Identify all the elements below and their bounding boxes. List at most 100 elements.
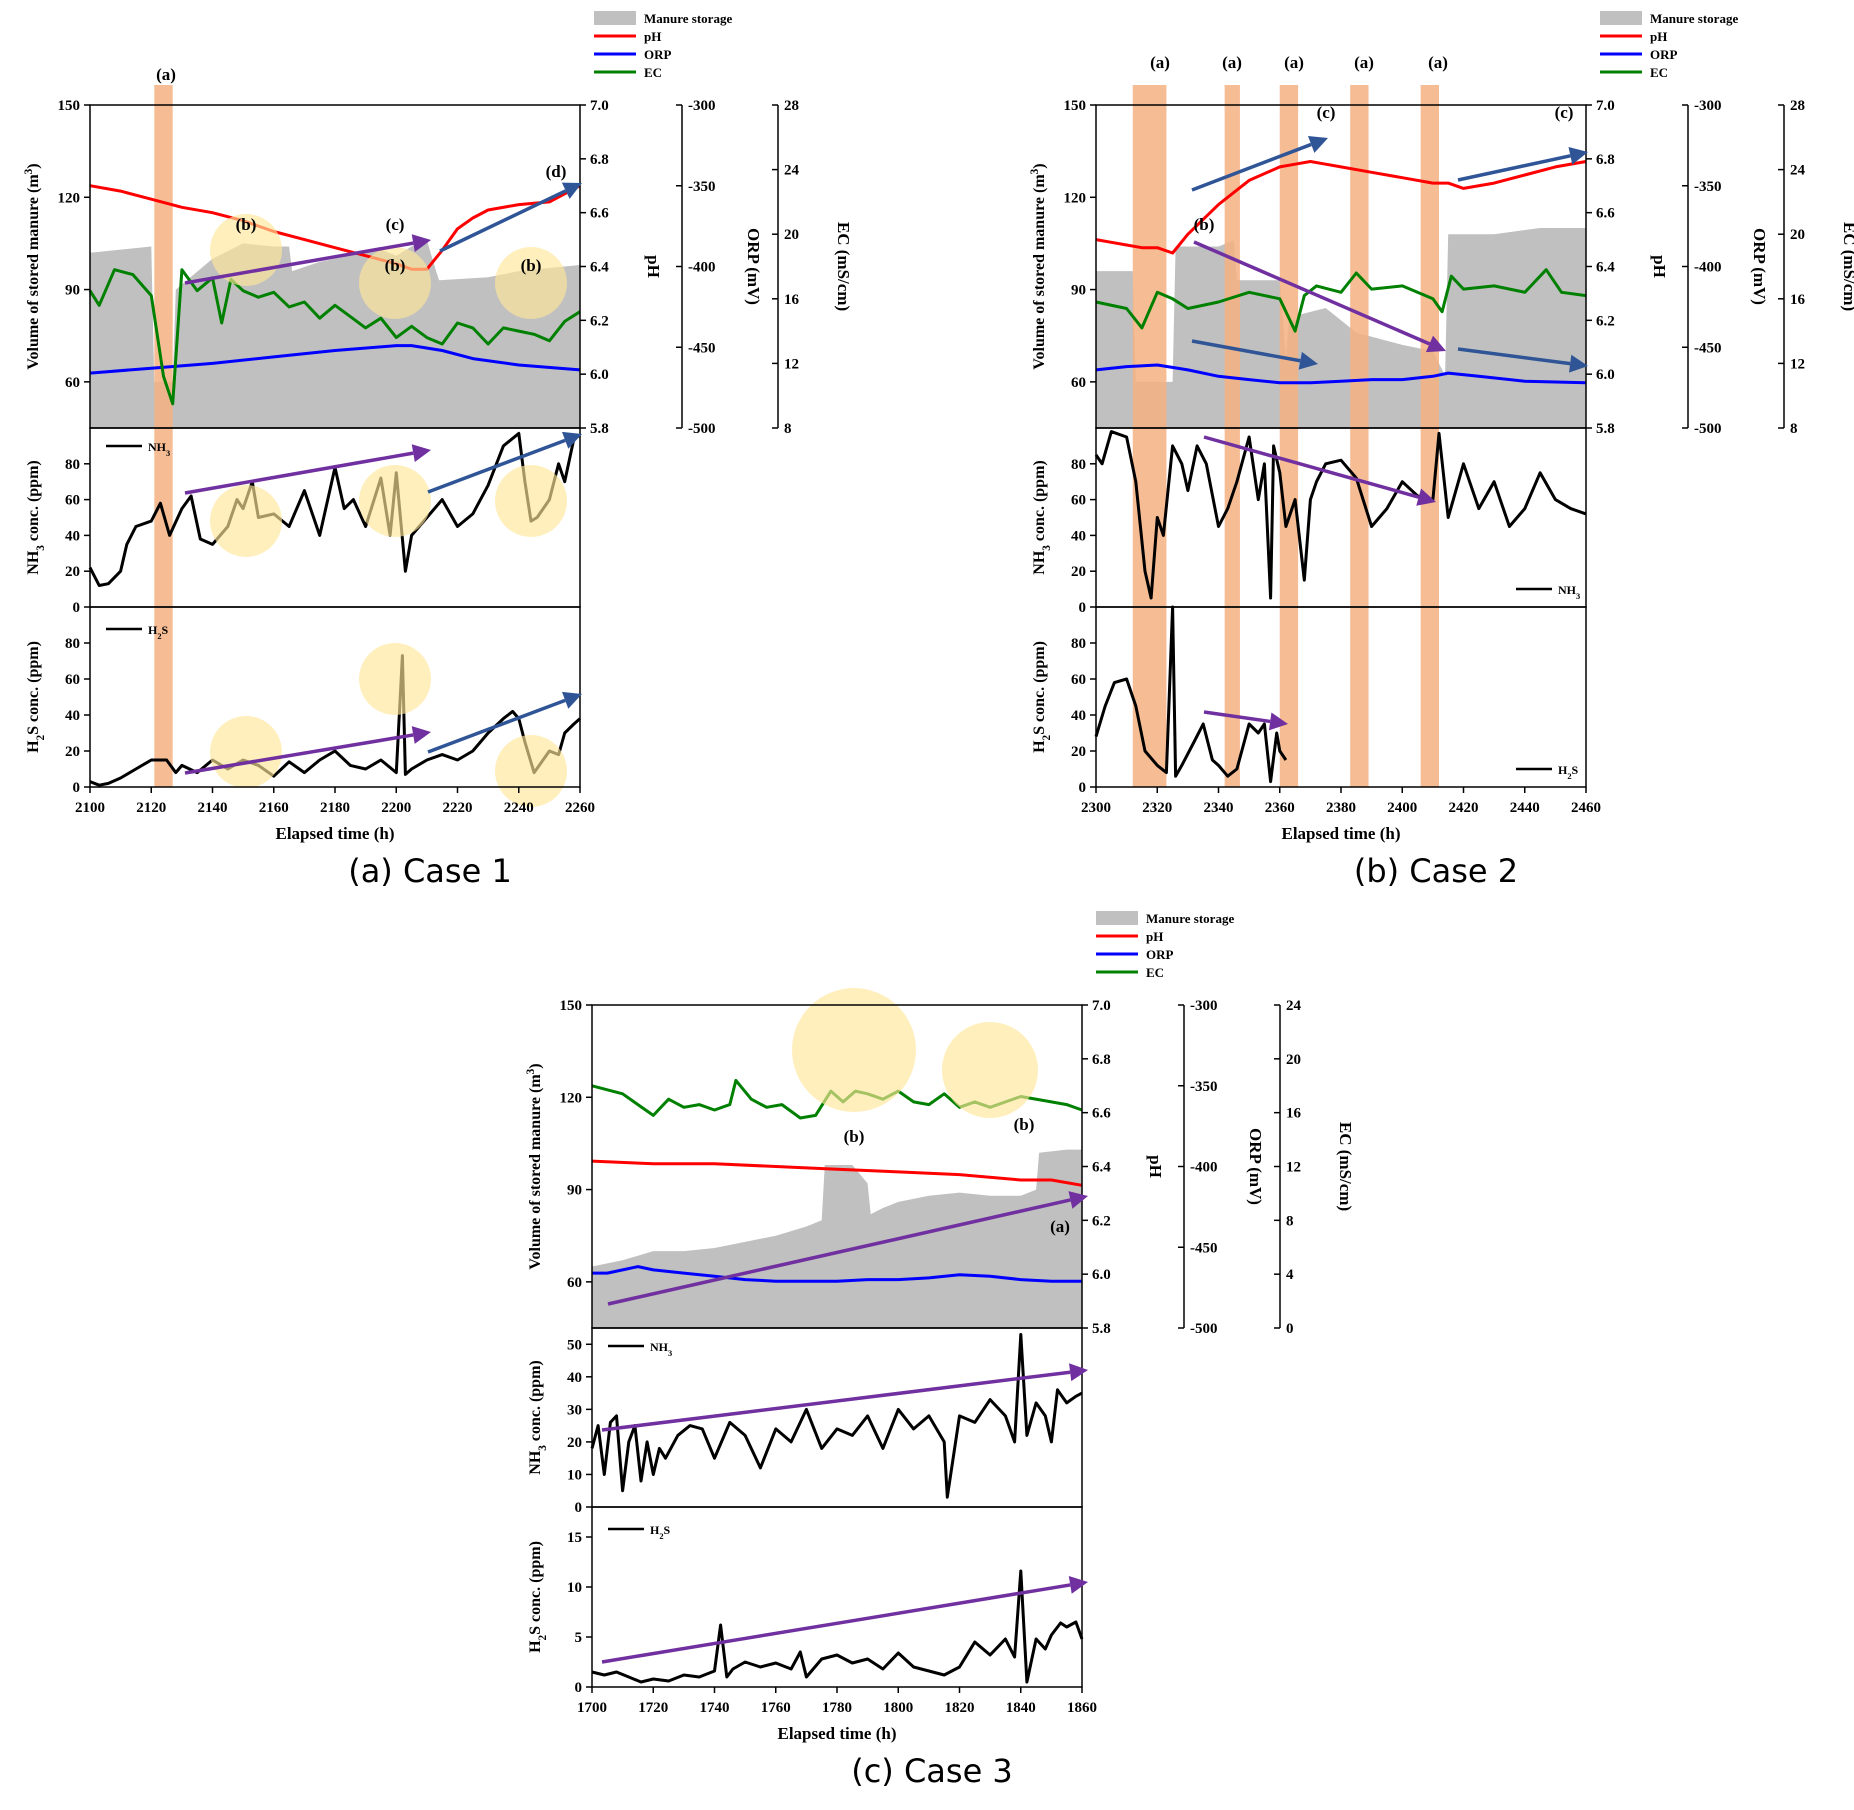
legend-label: ORP: [1650, 47, 1678, 62]
x-tick-label: 1760: [761, 1700, 791, 1716]
volume-tick-label: 120: [58, 190, 81, 206]
x-tick-label: 1740: [700, 1700, 730, 1716]
trend-arrow: [1457, 154, 1571, 182]
figure-caption: (c) Case 3: [851, 1752, 1013, 1790]
nh3-tick-label: 0: [1079, 600, 1087, 616]
nh3-legend-label: NH3: [1558, 583, 1580, 601]
h2s-axis-label: H2S conc. (ppm): [25, 641, 47, 753]
orp-tick-label: -500: [1694, 421, 1722, 437]
highlight-band-a: [154, 85, 173, 787]
nh3-legend-label: NH3: [148, 440, 170, 458]
x-tick-label: 1800: [883, 1700, 913, 1716]
annotation-label: (b): [236, 215, 257, 234]
nh3-series-line: [1094, 430, 1587, 600]
nh3-axis-label: NH3 conc. (ppm): [527, 1360, 549, 1474]
ph-tick-label: 6.8: [1092, 1052, 1111, 1068]
nh3-axis-label: NH3 conc. (ppm): [25, 460, 47, 574]
annotation-label: (d): [546, 162, 567, 181]
h2s-tick-label: 20: [1071, 744, 1086, 760]
ph-tick-label: 6.2: [1092, 1213, 1111, 1229]
trend-arrow-head: [561, 182, 582, 199]
trend-arrow: [1203, 710, 1271, 724]
trend-arrow-head: [411, 726, 431, 744]
legend-label: EC: [1146, 965, 1164, 980]
annotation-label: (c): [1317, 103, 1336, 122]
orp-tick-label: -450: [1190, 1240, 1218, 1256]
ph-tick-label: 6.0: [1596, 367, 1615, 383]
ec-tick-label: 20: [1286, 1052, 1301, 1068]
legend-label: ORP: [1146, 947, 1174, 962]
nh3-tick-label: 20: [567, 1435, 582, 1451]
volume-tick-label: 60: [65, 375, 80, 391]
nh3-tick-label: 50: [567, 1337, 582, 1353]
legend-label: pH: [1146, 929, 1163, 944]
trend-arrow-head: [1068, 1576, 1088, 1594]
annotation-label: (a): [1354, 53, 1374, 72]
legend-label: EC: [1650, 65, 1668, 80]
orp-tick-label: -350: [1190, 1079, 1218, 1095]
nh3-tick-label: 80: [65, 457, 80, 473]
legend-label: Manure storage: [644, 11, 732, 26]
ec-tick-label: 24: [784, 163, 800, 179]
x-tick-label: 2160: [259, 800, 289, 816]
highlight-circle-b: [792, 988, 916, 1112]
manure-storage-area: [1096, 228, 1586, 428]
h2s-tick-label: 10: [567, 1580, 582, 1596]
volume-tick-label: 120: [1064, 190, 1087, 206]
trend-arrow: [427, 438, 566, 494]
legend-swatch-manure: [1600, 11, 1642, 25]
orp-tick-label: -300: [1190, 998, 1218, 1014]
ec-tick-label: 4: [1286, 1267, 1294, 1283]
volume-tick-label: 90: [1071, 283, 1086, 299]
x-tick-label: 1860: [1067, 1700, 1097, 1716]
nh3-tick-label: 80: [1071, 457, 1086, 473]
trend-arrow: [439, 189, 567, 253]
trend-arrow: [1191, 339, 1301, 363]
highlight-band-a: [1132, 85, 1167, 787]
orp-tick-label: -500: [1190, 1321, 1218, 1337]
volume-tick-label: 60: [1071, 375, 1086, 391]
nh3-tick-label: 20: [1071, 564, 1086, 580]
volume-tick-label: 60: [567, 1275, 582, 1291]
highlight-band-a: [1420, 85, 1439, 787]
ph-tick-label: 7.0: [1092, 998, 1111, 1014]
ph-tick-label: 6.4: [1596, 260, 1615, 276]
manure-storage-area: [90, 240, 580, 428]
chart-case-1: 2100 2120 2140 2160 2180 2200 2220 2240 2260 Elap…: [23, 11, 853, 843]
ec-axis-label: EC (mS/cm): [834, 222, 853, 311]
trend-arrow-head: [1425, 335, 1446, 353]
x-tick-label: 2140: [198, 800, 228, 816]
trend-arrow: [1193, 240, 1431, 346]
ec-tick-label: 16: [784, 292, 800, 308]
legend-label: ORP: [644, 47, 672, 62]
trend-arrow-head: [1307, 136, 1328, 153]
orp-tick-label: -450: [1694, 340, 1722, 356]
trend-arrow-head: [561, 431, 582, 449]
annotation-label: (b): [521, 256, 542, 275]
ec-tick-label: 8: [784, 421, 792, 437]
ec-tick-label: 20: [784, 227, 799, 243]
ec-tick-label: 24: [1286, 998, 1302, 1014]
x-tick-label: 1700: [577, 1700, 607, 1716]
ec-tick-label: 16: [1286, 1106, 1302, 1122]
chart-case-3: 1700 1720 1740 1760 1780 1800 1820 1840 1860 Elap…: [525, 911, 1355, 1743]
ec-axis-label: EC (mS/cm): [1336, 1122, 1355, 1211]
ph-tick-label: 6.6: [1092, 1106, 1111, 1122]
x-tick-label: 1820: [945, 1700, 975, 1716]
trend-arrow: [601, 1370, 1071, 1432]
trend-arrow-head: [1568, 354, 1588, 373]
x-tick-label: 2420: [1449, 800, 1479, 816]
trend-arrow-head: [411, 234, 431, 252]
orp-tick-label: -300: [1694, 98, 1722, 114]
h2s-series-line: [89, 654, 581, 787]
ph-tick-label: 7.0: [590, 98, 609, 114]
highlight-circle-b: [210, 485, 282, 557]
x-tick-label: 2460: [1571, 800, 1601, 816]
volume-axis-label: Volume of stored manure (m3): [23, 163, 42, 369]
x-axis-label: Elapsed time (h): [276, 824, 395, 843]
ec-tick-label: 28: [784, 98, 799, 114]
trend-arrow: [1203, 435, 1420, 499]
annotation-label: (a): [1150, 53, 1170, 72]
h2s-tick-label: 40: [65, 708, 80, 724]
nh3-tick-label: 40: [65, 528, 80, 544]
